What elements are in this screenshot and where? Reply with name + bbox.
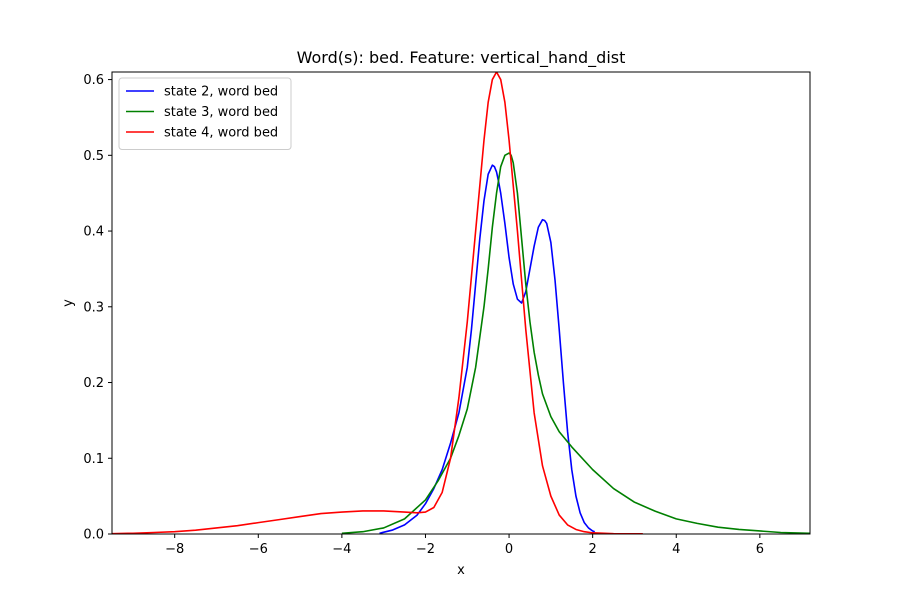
y-axis: 0.0 0.1 0.2 0.3 0.4 0.5 0.6 xyxy=(83,73,112,543)
y-tick-label: 0.3 xyxy=(83,300,104,315)
y-tick-label: 0.0 xyxy=(83,528,104,543)
legend-label-2: state 3, word bed xyxy=(164,105,278,120)
x-tick-label: 2 xyxy=(589,542,597,557)
x-tick-label: 4 xyxy=(672,542,680,557)
chart-title: Word(s): bed. Feature: vertical_hand_dis… xyxy=(297,48,626,68)
plot-area xyxy=(111,71,811,535)
legend-label-3: state 4, word bed xyxy=(164,126,278,141)
y-tick-label: 0.2 xyxy=(83,376,104,391)
series-line-1 xyxy=(379,164,596,534)
plot-frame xyxy=(111,71,811,535)
y-tick-label: 0.4 xyxy=(83,225,104,240)
series-line-2 xyxy=(341,152,810,534)
y-tick-label: 0.1 xyxy=(83,452,104,467)
y-tick-label: 0.6 xyxy=(83,73,104,88)
x-tick-label: 0 xyxy=(505,542,513,557)
series-line-3 xyxy=(112,72,643,534)
x-tick-label: 6 xyxy=(756,542,764,557)
x-tick-label: −8 xyxy=(165,542,184,557)
legend-label-1: state 2, word bed xyxy=(164,85,278,100)
legend: state 2, word bed state 3, word bed state … xyxy=(118,77,292,150)
legend-box xyxy=(118,77,292,150)
y-axis-label: y xyxy=(61,299,76,307)
x-axis: −8 −6 −4 −2 0 2 4 6 xyxy=(165,534,764,557)
x-tick-label: −4 xyxy=(332,542,351,557)
y-tick-label: 0.5 xyxy=(83,149,104,164)
x-axis-label: x xyxy=(457,563,465,578)
x-tick-label: −6 xyxy=(249,542,268,557)
x-tick-label: −2 xyxy=(416,542,435,557)
